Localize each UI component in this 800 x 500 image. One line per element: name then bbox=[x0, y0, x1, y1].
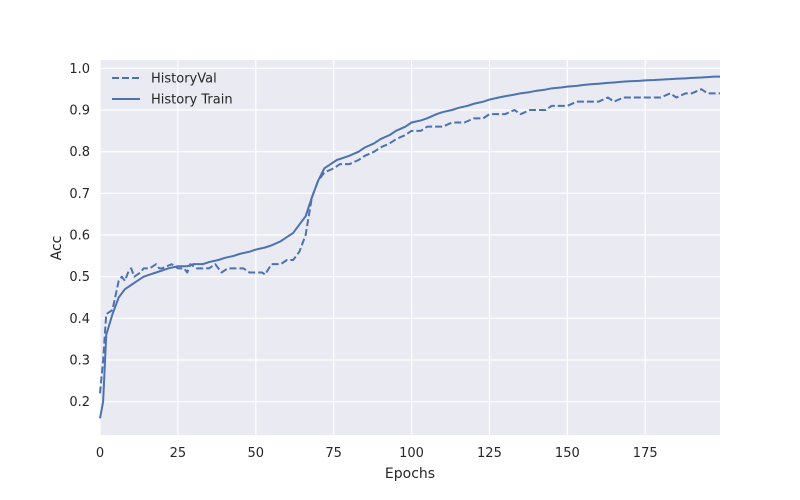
legend-label-historyval: HistoryVal bbox=[151, 72, 217, 87]
y-tick-label: 1.0 bbox=[69, 62, 90, 77]
x-axis-label: Epochs bbox=[385, 466, 435, 482]
y-tick-label: 0.2 bbox=[69, 395, 90, 410]
x-tick-label: 75 bbox=[325, 446, 342, 461]
x-tick-label: 150 bbox=[555, 446, 580, 461]
x-tick-label: 100 bbox=[399, 446, 424, 461]
legend-label-history-train: History Train bbox=[151, 93, 233, 108]
x-tick-label: 25 bbox=[170, 446, 187, 461]
plot-background bbox=[100, 60, 720, 435]
series-line-history-train bbox=[99, 75, 720, 419]
y-tick-labels: 0.2 0.3 0.4 0.5 0.6 0.7 0.8 0.9 1.0 bbox=[69, 62, 90, 410]
y-tick-label: 0.4 bbox=[69, 312, 90, 327]
x-tick-labels: 0 25 50 75 100 125 150 175 bbox=[96, 446, 658, 461]
x-tick-label: 175 bbox=[633, 446, 658, 461]
y-tick-label: 0.8 bbox=[69, 145, 90, 160]
y-tick-label: 0.6 bbox=[69, 229, 90, 244]
y-axis-label: Acc bbox=[49, 236, 65, 261]
series-line-historyval bbox=[99, 88, 720, 394]
x-tick-label: 50 bbox=[248, 446, 265, 461]
y-tick-label: 0.7 bbox=[69, 187, 90, 202]
y-tick-label: 0.5 bbox=[69, 270, 90, 285]
x-tick-label: 125 bbox=[477, 446, 502, 461]
grid-lines bbox=[99, 60, 720, 435]
y-tick-label: 0.9 bbox=[69, 104, 90, 119]
x-tick-label: 0 bbox=[96, 446, 104, 461]
series-lines bbox=[99, 75, 720, 419]
y-tick-label: 0.3 bbox=[69, 354, 90, 369]
legend: HistoryVal History Train bbox=[112, 72, 233, 108]
